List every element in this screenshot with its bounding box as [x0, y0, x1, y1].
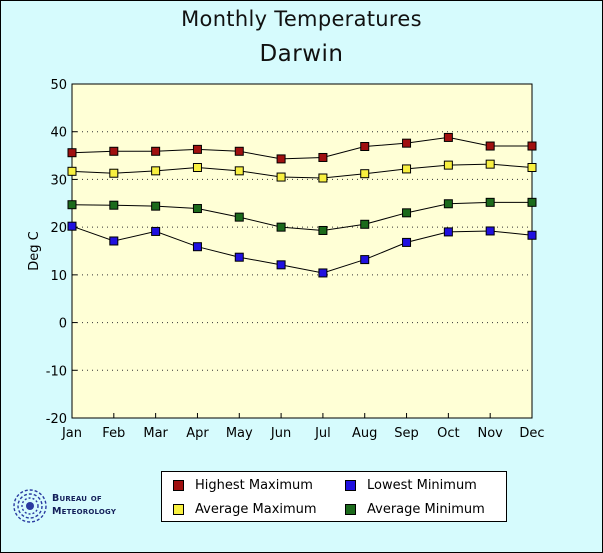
- x-tick-label: Jun: [270, 426, 291, 441]
- point-average-maximum: [67, 166, 77, 176]
- point-average-maximum: [234, 166, 244, 176]
- point-average-maximum: [527, 163, 537, 172]
- point-lowest-minimum: [234, 252, 244, 262]
- legend-label: Lowest Minimum: [367, 478, 477, 493]
- point-highest-maximum: [485, 141, 495, 151]
- y-tick-label: -10: [46, 364, 67, 379]
- legend-item-average-minimum: Average Minimum: [345, 502, 485, 517]
- series-line-average-minimum: [71, 201, 532, 231]
- point-average-maximum: [276, 172, 286, 182]
- point-average-minimum: [109, 200, 119, 210]
- legend-swatch-lowest-minimum: [345, 480, 356, 491]
- point-lowest-minimum: [360, 255, 370, 265]
- point-highest-maximum: [67, 148, 77, 158]
- point-highest-maximum: [443, 132, 453, 142]
- x-tick-label: Nov: [477, 426, 503, 441]
- point-average-minimum: [443, 199, 453, 209]
- legend-swatch-average-maximum: [173, 504, 184, 515]
- legend-swatch-average-minimum: [345, 504, 356, 515]
- point-average-maximum: [318, 173, 328, 183]
- point-highest-maximum: [234, 146, 244, 156]
- point-average-maximum: [443, 160, 453, 170]
- point-highest-maximum: [192, 144, 202, 154]
- series-line-lowest-minimum: [71, 225, 533, 274]
- point-highest-maximum: [402, 138, 412, 148]
- point-highest-maximum: [109, 146, 119, 156]
- logo-line-2: Meteorology: [52, 506, 117, 517]
- x-tick-label: Oct: [437, 426, 459, 441]
- point-average-maximum: [109, 168, 119, 178]
- chart-subtitle: Darwin: [259, 41, 344, 67]
- x-tick-label: Aug: [352, 426, 377, 441]
- point-highest-maximum: [151, 146, 161, 156]
- point-lowest-minimum: [485, 226, 495, 236]
- legend-label: Highest Maximum: [195, 478, 313, 493]
- point-average-maximum: [192, 163, 202, 172]
- point-average-maximum: [151, 166, 161, 176]
- legend-label: Average Minimum: [367, 502, 485, 517]
- bom-logo-text: Bureau of Meteorology: [52, 492, 116, 518]
- point-lowest-minimum: [151, 226, 161, 236]
- point-lowest-minimum: [109, 236, 119, 246]
- point-highest-maximum: [527, 141, 537, 151]
- legend: Highest Maximum Lowest Minimum Average M…: [161, 471, 507, 522]
- legend-swatch-highest-maximum: [173, 480, 184, 491]
- x-tick-label: May: [226, 426, 253, 441]
- series-lines: [67, 132, 537, 278]
- y-axis-label: Deg C: [27, 231, 42, 270]
- point-lowest-minimum: [443, 227, 453, 237]
- legend-label: Average Maximum: [195, 502, 317, 517]
- point-average-minimum: [360, 219, 370, 229]
- logo-line-1: Bureau of: [52, 493, 102, 504]
- series-line-average-maximum: [71, 163, 533, 179]
- point-lowest-minimum: [318, 268, 328, 278]
- point-average-minimum: [276, 222, 286, 232]
- y-tick-label: -20: [46, 412, 67, 427]
- point-lowest-minimum: [67, 221, 77, 231]
- y-tick-label: 30: [50, 173, 67, 188]
- x-tick-label: Jan: [61, 426, 82, 441]
- point-lowest-minimum: [402, 237, 412, 247]
- point-average-maximum: [360, 169, 370, 179]
- point-lowest-minimum: [276, 260, 286, 270]
- point-average-minimum: [192, 204, 202, 214]
- x-tick-label: Feb: [102, 426, 125, 441]
- point-average-minimum: [485, 197, 495, 207]
- point-average-maximum: [485, 159, 495, 169]
- y-tick-label: 50: [50, 78, 67, 93]
- y-tick-label: 10: [50, 269, 67, 284]
- point-highest-maximum: [318, 152, 328, 162]
- point-highest-maximum: [360, 142, 370, 152]
- axis-ticks: -20 -10 0 10 20 30 40 50 Jan Feb Mar Apr May Jun Jul Au…: [46, 78, 545, 441]
- legend-item-lowest-minimum: Lowest Minimum: [345, 478, 477, 493]
- plot-area: [71, 83, 533, 419]
- x-tick-label: Mar: [143, 426, 168, 441]
- point-average-minimum: [151, 201, 161, 211]
- point-average-minimum: [234, 212, 244, 222]
- x-tick-label: Sep: [394, 426, 419, 441]
- y-tick-label: 20: [50, 221, 67, 236]
- bom-swirl-icon: [13, 489, 47, 523]
- point-lowest-minimum: [192, 242, 202, 252]
- gridlines: [72, 131, 532, 371]
- point-average-maximum: [402, 164, 412, 174]
- point-average-minimum: [527, 197, 537, 207]
- point-average-minimum: [318, 225, 328, 235]
- x-tick-label: Apr: [186, 426, 209, 441]
- point-highest-maximum: [276, 154, 286, 164]
- x-tick-label: Dec: [519, 426, 544, 441]
- y-tick-label: 0: [59, 317, 67, 332]
- series-line-highest-maximum: [71, 136, 532, 160]
- point-average-minimum: [402, 208, 412, 218]
- legend-item-average-maximum: Average Maximum: [173, 502, 317, 517]
- point-average-minimum: [67, 200, 77, 210]
- point-lowest-minimum: [527, 230, 537, 240]
- x-tick-label: Jul: [314, 426, 331, 441]
- y-tick-label: 40: [50, 126, 67, 141]
- legend-item-highest-maximum: Highest Maximum: [173, 478, 313, 493]
- bom-logo: Bureau of Meteorology: [12, 488, 142, 526]
- chart-title: Monthly Temperatures: [181, 7, 422, 31]
